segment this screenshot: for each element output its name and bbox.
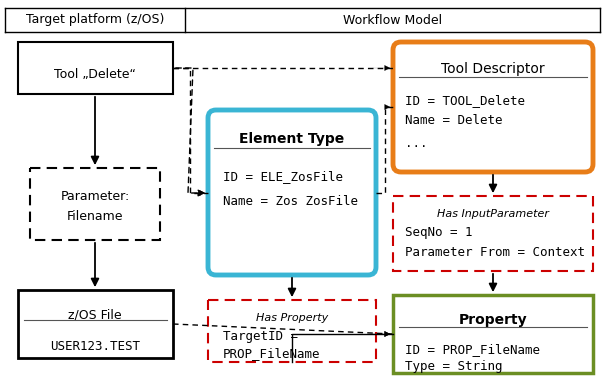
Text: ID = PROP_FileName: ID = PROP_FileName [405, 343, 540, 356]
Bar [18, 290, 173, 358]
Text: Type = String: Type = String [405, 360, 503, 373]
FancyBboxPatch shape [393, 42, 593, 172]
Text: ID = ELE_ZosFile: ID = ELE_ZosFile [223, 170, 343, 183]
Text: ...: ... [405, 137, 428, 150]
Bar [393, 295, 593, 373]
Text: Name = Zos ZosFile: Name = Zos ZosFile [223, 195, 358, 208]
Text: Tool „Delete“: Tool „Delete“ [54, 68, 136, 81]
Text: Property: Property [459, 313, 528, 327]
Text: z/OS File: z/OS File [68, 308, 122, 321]
Text: USER123.TEST: USER123.TEST [50, 340, 140, 353]
Bar [208, 300, 376, 362]
Text: Has InputParameter: Has InputParameter [437, 209, 549, 219]
Text: Parameter From = Context: Parameter From = Context [405, 246, 585, 259]
Text: ID = TOOL_Delete: ID = TOOL_Delete [405, 94, 525, 107]
Text: Parameter:: Parameter: [60, 190, 129, 203]
Bar [30, 168, 160, 240]
Text: Name = Delete: Name = Delete [405, 114, 503, 127]
Text: Filename: Filename [67, 210, 123, 223]
Text: Element Type: Element Type [240, 132, 345, 146]
Text: PROP_FileName: PROP_FileName [223, 347, 321, 360]
Text: Has Property: Has Property [256, 313, 328, 323]
Bar [18, 42, 173, 94]
Text: Workflow Model: Workflow Model [343, 13, 442, 26]
Text: TargetID =: TargetID = [223, 330, 298, 343]
Bar [393, 196, 593, 271]
Text: SeqNo = 1: SeqNo = 1 [405, 226, 473, 239]
Text: Tool Descriptor: Tool Descriptor [441, 62, 545, 76]
FancyBboxPatch shape [208, 110, 376, 275]
Text: Target platform (z/OS): Target platform (z/OS) [26, 13, 164, 26]
